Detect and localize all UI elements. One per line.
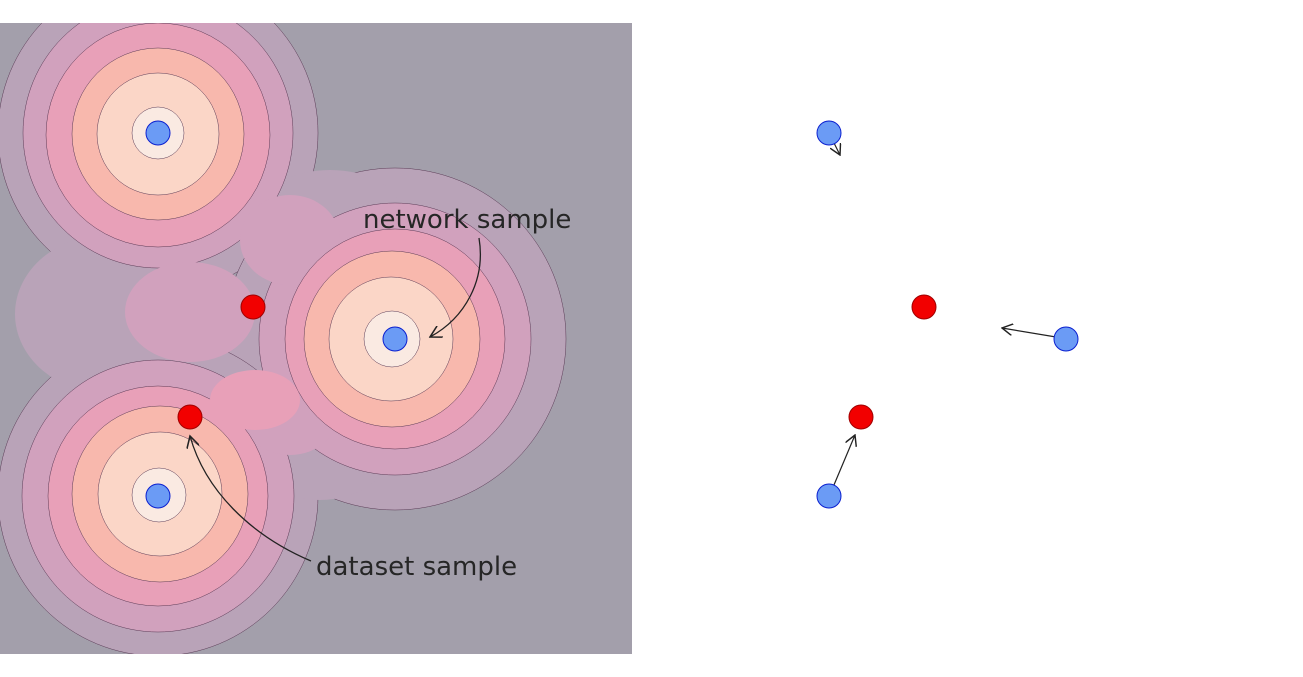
network-point <box>848 404 874 430</box>
dataset-point <box>816 120 842 146</box>
annotation-arrow <box>430 237 481 337</box>
network-point <box>911 294 937 320</box>
dataset-point <box>145 120 171 146</box>
dataset-points <box>145 120 408 509</box>
dataset-point <box>1053 326 1079 352</box>
network-point <box>177 404 203 430</box>
dataset-point <box>145 483 171 509</box>
annotation: dataset sample <box>316 552 517 582</box>
annotation-arrow <box>190 436 312 562</box>
network-point <box>240 294 266 320</box>
network-points <box>177 294 266 430</box>
network-points <box>848 294 937 430</box>
dataset-point <box>816 483 842 509</box>
density-panel: network sample dataset sample <box>0 23 632 654</box>
dataset-point <box>382 326 408 352</box>
dataset-points <box>816 120 1079 509</box>
annotation: network sample <box>363 205 571 235</box>
displacement-arrow <box>830 435 855 493</box>
displacement-arrows <box>830 136 1063 493</box>
displacement-panel <box>816 120 1079 509</box>
displacement-arrow <box>1002 328 1063 339</box>
